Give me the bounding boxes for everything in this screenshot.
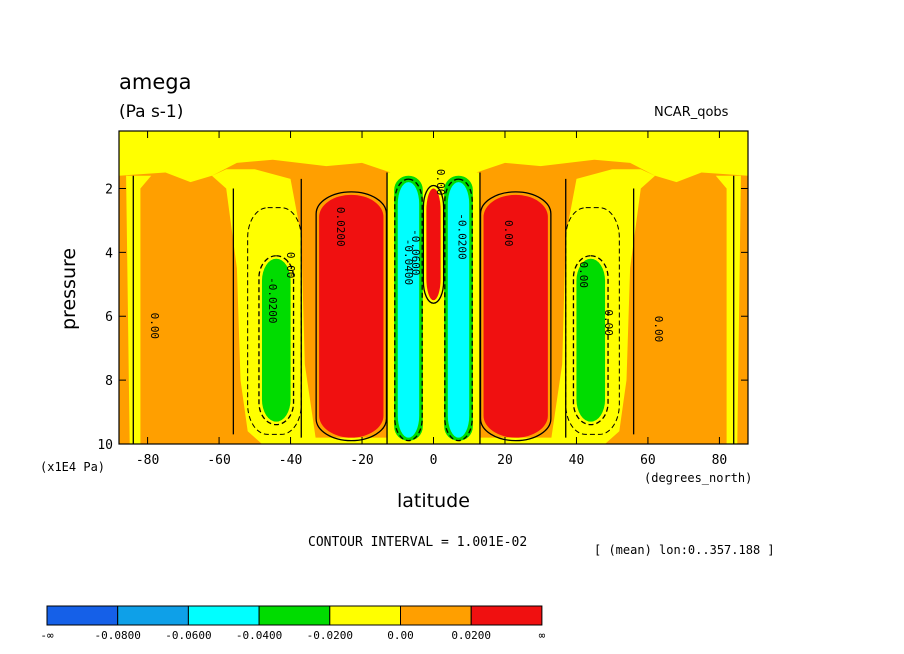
colorbar-swatch xyxy=(400,605,472,626)
colorbar-label: 0.0200 xyxy=(451,629,491,642)
x-tick-label: 20 xyxy=(497,453,513,468)
contour-label: 0.0200 xyxy=(334,207,347,247)
x-tick-label: -40 xyxy=(279,453,302,468)
field-yellow-top xyxy=(119,131,748,183)
x-tick-label: 60 xyxy=(640,453,656,468)
x-tick-label: -80 xyxy=(136,453,159,468)
colorbar-label: -0.0800 xyxy=(95,629,141,642)
chart-title: amega xyxy=(119,70,192,94)
field-cell-1 xyxy=(483,194,548,438)
colorbar-label: -0.0600 xyxy=(165,629,211,642)
y-tick-label: 2 xyxy=(105,182,113,197)
y-tick-label: 10 xyxy=(97,438,113,453)
field-yellow-sp xyxy=(126,175,152,444)
colorbar-label: ∞ xyxy=(539,629,546,642)
contour-label: 0.00 xyxy=(502,220,515,247)
mean-note: [ (mean) lon:0..357.188 ] xyxy=(594,543,775,557)
colorbar-swatch xyxy=(329,605,401,626)
dataset-label: NCAR_qobs xyxy=(654,105,729,120)
contour-interval: CONTOUR INTERVAL = 1.001E-02 xyxy=(308,535,528,550)
field-cell-3 xyxy=(261,258,291,422)
contour-label: -0.0200 xyxy=(266,277,279,323)
colorbar-label: -0.0200 xyxy=(307,629,353,642)
contour-label: 0.00 xyxy=(652,316,665,343)
x-tick-label: -20 xyxy=(350,453,373,468)
x-tick-label: 0 xyxy=(430,453,438,468)
contour-label: 0.00 xyxy=(284,252,297,279)
colorbar-label: 0.00 xyxy=(387,629,414,642)
y-tick-label: 8 xyxy=(105,374,113,389)
field-cell-2 xyxy=(426,188,441,301)
colorbar-swatch xyxy=(258,605,331,626)
contour-line-6 xyxy=(444,178,473,442)
field-cell-0 xyxy=(319,194,384,438)
colorbar-swatch xyxy=(117,605,189,626)
contour-line-2 xyxy=(422,184,445,304)
contour-label: -0.0200 xyxy=(456,213,469,259)
y-axis-label: pressure xyxy=(58,247,80,330)
contour-line-3 xyxy=(258,255,295,426)
colorbar-swatch xyxy=(46,605,119,626)
colorbar-swatch xyxy=(187,605,260,626)
x-tick-label: 40 xyxy=(569,453,585,468)
contour-label: 0.00 xyxy=(148,313,161,340)
contour-line-4 xyxy=(572,255,609,426)
field-core-5 xyxy=(403,220,414,406)
x-tick-label: 80 xyxy=(712,453,728,468)
colorbar-swatch xyxy=(470,605,543,626)
x-tick-label: -60 xyxy=(207,453,230,468)
chart-units: (Pa s-1) xyxy=(119,102,184,122)
colorbar-label: -0.0400 xyxy=(236,629,282,642)
field-cell-4 xyxy=(576,258,606,422)
contour-label: 0.00 xyxy=(602,309,615,336)
field-yellow-np xyxy=(715,175,741,444)
dashed-contour-0 xyxy=(247,207,302,435)
contour-label: -0.0600 xyxy=(409,229,422,275)
contour-label: -0.0400 xyxy=(402,239,415,285)
y-units-label: (x1E4 Pa) xyxy=(40,460,106,474)
contour-line-5 xyxy=(394,178,423,442)
contour-label: 0.00 xyxy=(577,261,590,288)
y-tick-label: 6 xyxy=(105,310,113,325)
x-units-label: (degrees_north) xyxy=(644,471,753,485)
y-tick-label: 4 xyxy=(105,246,113,261)
x-axis-label: latitude xyxy=(397,490,470,512)
field-core-6 xyxy=(453,220,464,406)
dashed-contour-1 xyxy=(565,207,620,435)
contour-label: 0.00 xyxy=(434,169,447,196)
colorbar-label: -∞ xyxy=(40,629,54,642)
